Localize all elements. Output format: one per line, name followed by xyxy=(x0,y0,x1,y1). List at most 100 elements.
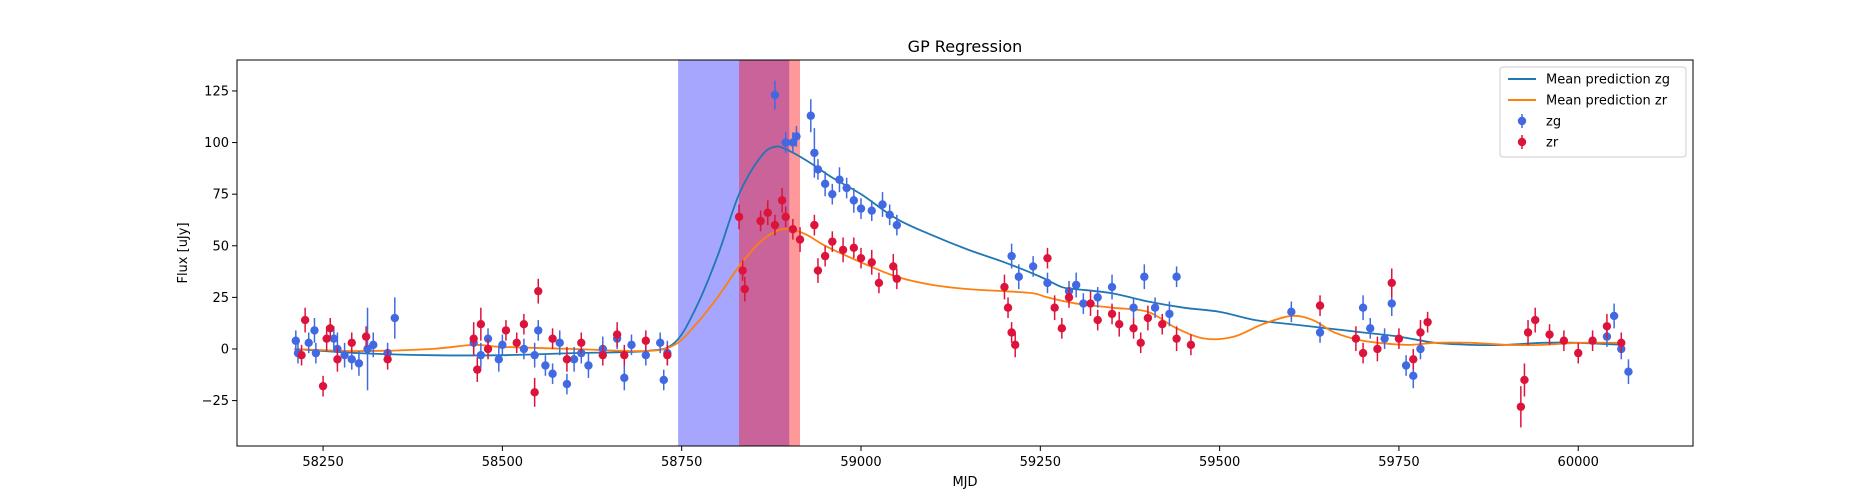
x-tick-label: 58250 xyxy=(302,455,343,470)
marker xyxy=(354,359,364,368)
data-point-zr xyxy=(1559,330,1569,352)
data-point-zr xyxy=(756,210,765,232)
marker xyxy=(828,237,837,246)
data-point-zg xyxy=(311,342,321,364)
marker xyxy=(530,388,539,397)
data-point-zr xyxy=(1409,348,1418,370)
marker xyxy=(1617,338,1626,347)
data-point-zg xyxy=(1366,318,1375,339)
marker xyxy=(1186,340,1196,350)
data-point-zg xyxy=(1401,355,1411,376)
marker xyxy=(1516,402,1526,411)
data-point-zr xyxy=(534,278,543,304)
data-point-zg xyxy=(541,355,550,376)
x-tick-label: 59500 xyxy=(1199,455,1240,470)
shaded-region-1 xyxy=(678,60,790,446)
marker xyxy=(598,350,607,360)
mean-prediction-line-zg xyxy=(294,145,1622,357)
mean-prediction-line-zr xyxy=(294,228,1622,353)
data-point-zr xyxy=(1588,330,1597,352)
marker xyxy=(878,200,887,209)
marker xyxy=(1380,334,1389,343)
legend: Mean prediction zg Mean prediction zr zg zr xyxy=(1499,66,1687,158)
data-point-zg xyxy=(878,192,887,217)
marker xyxy=(820,179,830,189)
y-tick-label: −25 xyxy=(202,394,229,409)
marker xyxy=(820,251,830,261)
data-point-zr xyxy=(361,326,371,347)
data-point-zr xyxy=(781,206,790,228)
marker xyxy=(792,132,801,141)
data-point-zg xyxy=(1140,264,1149,290)
x-tick-label: 59250 xyxy=(1020,455,1061,470)
data-point-zr xyxy=(820,245,830,267)
data-point-zr xyxy=(810,214,819,236)
data-points xyxy=(291,80,1633,428)
data-point-zg xyxy=(1107,274,1117,300)
marker xyxy=(1574,348,1583,358)
marker xyxy=(1093,293,1102,302)
marker xyxy=(519,320,529,329)
data-point-zr xyxy=(1143,305,1153,331)
legend-label: zg xyxy=(1546,115,1561,130)
data-point-zr xyxy=(562,346,572,372)
data-point-zr xyxy=(874,272,884,294)
data-point-zr xyxy=(641,330,651,352)
data-point-zr xyxy=(530,377,539,407)
marker xyxy=(659,375,668,385)
y-tick-label: 0 xyxy=(221,342,229,357)
marker xyxy=(740,284,750,294)
data-point-zr xyxy=(1158,313,1167,335)
marker xyxy=(483,344,493,354)
y-tick-label: 75 xyxy=(212,188,229,203)
data-point-zg xyxy=(340,342,349,368)
data-point-zr xyxy=(1516,386,1526,428)
marker xyxy=(1093,315,1102,325)
marker xyxy=(810,220,819,230)
marker xyxy=(1158,320,1167,329)
marker xyxy=(1351,334,1361,343)
legend-marker-swatch xyxy=(1517,116,1527,126)
marker xyxy=(1129,303,1138,312)
marker xyxy=(347,355,356,364)
legend-label: Mean prediction zg xyxy=(1546,73,1670,88)
data-point-zg xyxy=(842,177,851,199)
marker xyxy=(383,355,392,364)
marker xyxy=(1602,322,1612,331)
data-point-zg xyxy=(620,365,629,391)
marker xyxy=(813,165,823,174)
marker xyxy=(534,326,543,335)
data-point-zr xyxy=(889,254,898,279)
marker xyxy=(1057,324,1067,333)
data-point-zg xyxy=(813,159,823,180)
data-point-zg xyxy=(792,126,801,147)
marker xyxy=(541,361,550,370)
data-point-zg xyxy=(1172,266,1181,288)
data-point-zg xyxy=(1315,322,1325,343)
marker xyxy=(1315,301,1325,310)
marker xyxy=(1129,324,1138,333)
marker xyxy=(892,274,902,284)
marker xyxy=(867,258,876,267)
marker xyxy=(1107,282,1117,292)
marker xyxy=(530,350,539,360)
marker xyxy=(1115,320,1124,329)
data-point-zr xyxy=(476,307,486,341)
data-point-zg xyxy=(530,342,539,368)
shaded-regions xyxy=(678,60,801,446)
marker xyxy=(1007,328,1016,337)
data-point-zg xyxy=(1358,295,1368,321)
data-point-zr xyxy=(1011,332,1020,358)
marker xyxy=(1416,328,1425,337)
marker xyxy=(1423,317,1432,327)
marker xyxy=(326,324,335,333)
data-point-zg xyxy=(1150,297,1160,319)
marker xyxy=(310,326,319,335)
marker xyxy=(1107,309,1117,319)
data-point-zg xyxy=(498,334,507,356)
marker xyxy=(842,183,851,193)
data-point-zr xyxy=(333,346,342,372)
data-point-zg xyxy=(476,342,486,368)
marker xyxy=(1071,280,1081,290)
x-axis-label: MJD xyxy=(952,475,977,490)
